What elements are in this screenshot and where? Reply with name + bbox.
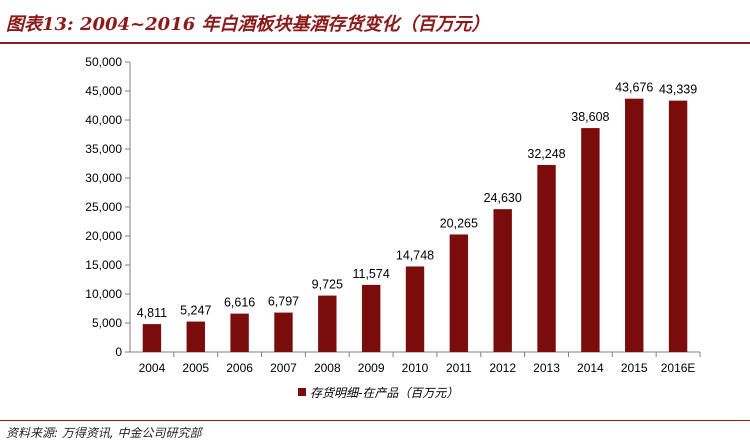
data-label: 4,811 (137, 306, 167, 320)
data-label: 11,574 (352, 267, 389, 281)
y-tick-label: 45,000 (85, 84, 122, 98)
data-label: 9,725 (312, 278, 343, 292)
bar (274, 312, 293, 352)
data-label: 32,248 (527, 147, 565, 161)
y-tick-label: 15,000 (85, 258, 122, 272)
x-tick-label: 2004 (139, 361, 166, 375)
x-tick-label: 2008 (314, 361, 341, 375)
x-tick-label: 2010 (402, 361, 429, 375)
bar (361, 284, 381, 352)
x-axis: 2004 2005 2006 2007 2008 2009 2010 2011 2012 2013… (130, 351, 701, 375)
data-label: 38,608 (571, 110, 609, 124)
y-tick-label: 25,000 (85, 200, 122, 214)
y-axis: 0 5,000 10,000 15,000 20,000 25,000 30,000 35,0… (85, 55, 131, 359)
bar-series (142, 98, 688, 353)
y-tick-label: 10,000 (85, 287, 122, 301)
y-tick-label: 20,000 (85, 229, 122, 243)
y-tick-label: 30,000 (85, 171, 122, 185)
y-tick-label: 35,000 (85, 142, 122, 156)
y-tick-label: 5,000 (92, 316, 122, 330)
bar (405, 266, 425, 352)
x-tick-label: 2014 (577, 361, 604, 375)
legend-swatch (298, 388, 306, 396)
source-note: 资料来源: 万得资讯, 中金公司研究部 (6, 426, 202, 440)
x-tick-label: 2007 (270, 361, 297, 375)
data-label: 43,676 (615, 81, 653, 95)
x-tick-label: 2011 (446, 361, 472, 375)
data-labels: 4,811 5,247 6,616 6,797 9,725 11,574 14,748 20,… (137, 81, 697, 320)
data-label: 43,339 (659, 83, 697, 97)
bar (493, 209, 512, 352)
bar (537, 164, 556, 352)
figure-title: 图表13: 2004~2016 年白酒板块基酒存货变化（百万元） (6, 14, 490, 35)
legend-label: 存货明细-在产品（百万元） (310, 386, 458, 400)
bar (668, 100, 688, 353)
x-tick-label: 2016E (661, 361, 696, 375)
data-label: 6,616 (224, 296, 255, 310)
bar (318, 295, 337, 352)
footer-divider (0, 420, 750, 421)
bar (186, 321, 205, 352)
bar (449, 234, 469, 352)
bar (625, 98, 644, 352)
title-divider (0, 42, 750, 44)
x-tick-label: 2005 (182, 361, 209, 375)
x-tick-label: 2009 (358, 361, 385, 375)
bar (142, 324, 162, 352)
y-tick-label: 0 (115, 345, 122, 359)
data-label: 14,748 (396, 248, 434, 262)
bar (230, 313, 249, 352)
y-tick-label: 40,000 (85, 113, 122, 127)
data-label: 5,247 (180, 304, 211, 318)
data-label: 20,265 (440, 216, 478, 230)
x-tick-label: 2006 (226, 361, 253, 375)
y-tick-label: 50,000 (85, 55, 122, 69)
x-tick-label: 2013 (533, 361, 560, 375)
x-tick-label: 2012 (489, 361, 516, 375)
legend: 存货明细-在产品（百万元） (298, 386, 458, 400)
bar (581, 128, 600, 352)
x-tick-label: 2015 (621, 361, 648, 375)
data-label: 24,630 (484, 191, 522, 205)
data-label: 6,797 (268, 295, 299, 309)
bar-chart: 0 5,000 10,000 15,000 20,000 25,000 30,000 35,0… (85, 55, 701, 400)
